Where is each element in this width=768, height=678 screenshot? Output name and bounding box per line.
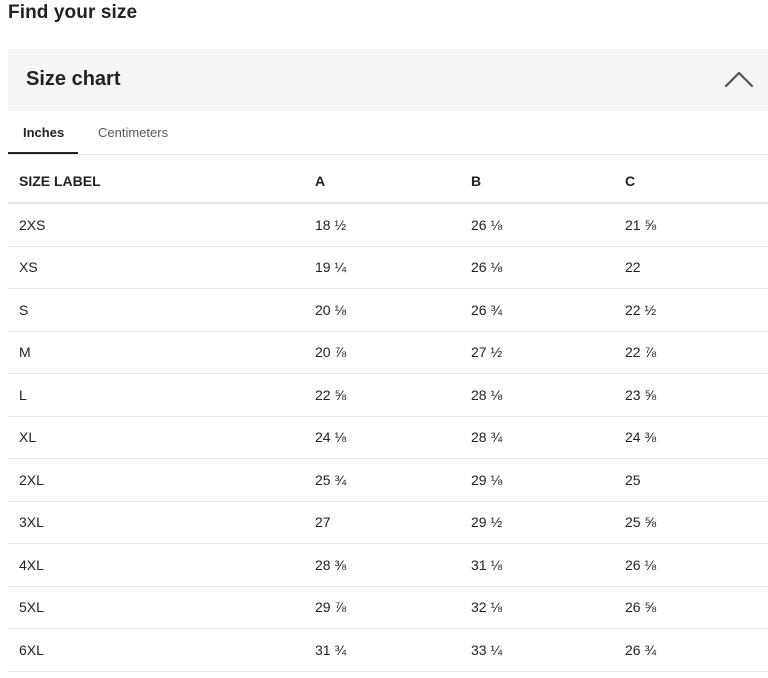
measurement-b-cell: 27 ½ [471,331,625,374]
measurement-a-cell: 29 ⅞ [315,586,471,629]
size-label-cell: 3XL [8,501,315,544]
measurement-b-cell: 32 ⅛ [471,586,625,629]
measurement-c-cell: 25 ⅝ [625,501,768,544]
size-label-cell: 5XL [8,586,315,629]
size-label-cell: L [8,373,315,417]
measurement-c-cell: 23 ⅝ [625,373,768,417]
measurement-b-cell: 26 ⅛ [471,203,625,247]
measurement-c-cell: 22 ½ [625,288,768,332]
table-row: L 22 ⅝ 28 ⅛ 23 ⅝ [8,373,768,417]
measurement-b-cell: 31 ⅛ [471,543,625,587]
size-label-cell: 6XL [8,628,315,672]
measurement-c-cell: 24 ⅜ [625,416,768,459]
table-row: XS 19 ¼ 26 ⅛ 22 [8,246,768,289]
table-row: 5XL 29 ⅞ 32 ⅛ 26 ⅝ [8,586,768,629]
size-label-cell: XS [8,246,315,289]
size-table: SIZE LABEL A B C 2XS 18 ½ 26 ⅛ 21 ⅝ XS 1… [8,160,768,672]
measurement-b-cell: 29 ⅛ [471,458,625,502]
size-label-cell: 2XS [8,203,315,247]
measurement-a-cell: 18 ½ [315,203,471,247]
measurement-c-cell: 22 ⅞ [625,331,768,374]
tab-centimeters[interactable]: Centimeters [98,125,169,140]
column-header-size-label: SIZE LABEL [8,160,315,204]
accordion-title: Size chart [26,68,121,90]
measurement-a-cell: 20 ⅛ [315,288,471,332]
measurement-b-cell: 28 ¾ [471,416,625,459]
measurement-c-cell: 25 [625,458,768,502]
size-label-cell: S [8,288,315,332]
measurement-b-cell: 28 ⅛ [471,373,625,417]
size-label-cell: 4XL [8,543,315,587]
table-row: 2XS 18 ½ 26 ⅛ 21 ⅝ [8,203,768,247]
tab-inches[interactable]: Inches [23,125,65,140]
measurement-a-cell: 31 ¾ [315,628,471,672]
measurement-b-cell: 29 ½ [471,501,625,544]
measurement-c-cell: 21 ⅝ [625,203,768,247]
page-title: Find your size [8,2,138,23]
measurement-b-cell: 33 ¼ [471,628,625,672]
measurement-a-cell: 24 ⅛ [315,416,471,459]
chevron-up-icon[interactable] [724,69,754,89]
measurement-a-cell: 27 [315,501,471,544]
column-header-b: B [471,160,625,204]
table-row: 4XL 28 ⅜ 31 ⅛ 26 ⅛ [8,543,768,587]
table-row: 3XL 27 29 ½ 25 ⅝ [8,501,768,544]
measurement-c-cell: 22 [625,246,768,289]
measurement-a-cell: 25 ¾ [315,458,471,502]
measurement-c-cell: 26 ⅛ [625,543,768,587]
measurement-c-cell: 26 ⅝ [625,586,768,629]
size-label-cell: M [8,331,315,374]
size-label-cell: XL [8,416,315,459]
measurement-a-cell: 28 ⅜ [315,543,471,587]
column-header-c: C [625,160,768,204]
table-row: M 20 ⅞ 27 ½ 22 ⅞ [8,331,768,374]
measurement-a-cell: 20 ⅞ [315,331,471,374]
measurement-b-cell: 26 ⅛ [471,246,625,289]
size-chart-accordion-toggle[interactable]: Size chart [8,49,768,111]
table-row: XL 24 ⅛ 28 ¾ 24 ⅜ [8,416,768,459]
measurement-a-cell: 22 ⅝ [315,373,471,417]
size-label-cell: 2XL [8,458,315,502]
active-tab-indicator [8,152,78,154]
measurement-b-cell: 26 ¾ [471,288,625,332]
table-row: S 20 ⅛ 26 ¾ 22 ½ [8,288,768,332]
unit-tabs: Inches Centimeters [8,112,768,155]
table-row: 2XL 25 ¾ 29 ⅛ 25 [8,458,768,502]
table-header-row: SIZE LABEL A B C [8,160,768,204]
measurement-a-cell: 19 ¼ [315,246,471,289]
measurement-c-cell: 26 ¾ [625,628,768,672]
table-row: 6XL 31 ¾ 33 ¼ 26 ¾ [8,628,768,672]
column-header-a: A [315,160,471,204]
